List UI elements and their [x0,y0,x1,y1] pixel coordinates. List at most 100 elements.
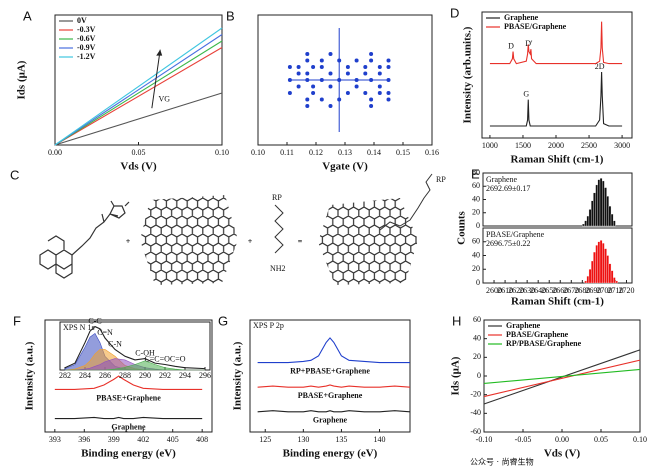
point [305,78,310,82]
x-tick-label: 294 [179,371,191,380]
annotation: Graphene [486,175,518,184]
bar [606,255,609,284]
y-tick-label: 20 [473,352,481,361]
point [386,91,391,95]
plot-title: XPS N 1s [63,323,95,332]
x-tick-label: 0.16 [425,148,439,157]
point [311,65,316,69]
point [386,65,391,69]
rp-label: RP [436,175,446,184]
x-tick-label: 2000 [548,141,564,150]
panel-letter: F [13,313,21,328]
x-tick-label: 402 [137,435,149,444]
y-tick-label: 40 [473,333,481,342]
bar [604,187,607,227]
legend-label: -0.6V [77,34,96,43]
x-tick-label: 408 [196,435,208,444]
y-tick-label: 60 [473,315,481,324]
bar [613,277,616,284]
bar [610,270,614,284]
series-label: Graphene [313,416,348,425]
point [328,52,333,56]
y-axis-label: Intensity (a.u.) [24,341,36,410]
point [354,84,359,89]
point [363,65,368,69]
point [296,65,301,69]
bar [593,192,596,227]
y-tick-label: 80 [472,168,480,177]
bar [586,275,590,284]
panel-letter: G [218,313,228,328]
bar [591,200,594,227]
pyrene-linker [39,200,130,279]
x-axis-label: Raman Shift (cm-1) [511,296,604,308]
point [337,78,342,82]
plus-sign: + [126,237,131,246]
point [377,71,382,76]
y-tick-label: 40 [472,194,480,203]
bar [606,196,609,227]
bar [586,215,590,227]
annotation: PBASE/Graphene [486,230,545,239]
plus-sign: + [248,237,253,246]
y-tick-label: 0 [476,221,480,230]
point [296,71,301,76]
series-line [54,47,223,146]
plot-title: XPS P 2p [253,321,284,330]
x-tick-label: 0.10 [633,435,647,444]
point [319,58,324,63]
x-tick-label: 3000 [614,141,630,150]
y-tick-label: 20 [472,208,480,217]
peak-label: C-OH [135,348,155,357]
series-label: PBASE+Graphene [96,393,161,402]
x-tick-label: 2660 [552,286,568,295]
scheme: C + + RP NH2 = RP [10,167,446,285]
x-tick-label: -0.05 [515,435,532,444]
point [337,97,342,102]
legend-label: 0V [77,16,87,25]
point [305,52,310,56]
series-line [489,21,623,65]
series-line [489,71,623,127]
legend-label: RP/PBASE/Graphene [506,339,582,348]
point [319,78,324,82]
series-line [54,34,223,146]
point [287,78,292,82]
x-tick-label: 2620 [508,286,524,295]
point [377,65,382,69]
point [369,104,374,108]
x-tick-label: 2720 [618,286,634,295]
x-tick-label: 282 [59,371,71,380]
bar [613,220,616,227]
y-axis-label: Counts [456,210,468,244]
x-tick-label: 2680 [574,286,590,295]
product-chain [379,173,433,231]
legend-label: -0.3V [77,25,96,34]
series-line [483,359,641,398]
series-line [257,410,411,413]
bar [595,184,598,227]
point [328,84,333,89]
bar [602,180,605,227]
watermark: 公众号 · 尚睿生物 [470,457,534,467]
x-tick-label: 0.13 [338,148,352,157]
point [354,78,359,82]
y-tick-label: 40 [472,250,480,259]
amine-label: NH2 [270,264,286,273]
bar [602,242,605,284]
annotation: 2696.75±0.22 [486,239,530,248]
bar [597,179,601,227]
x-tick-label: 0.12 [309,148,323,157]
legend-label: Graphene [504,13,539,22]
panel-letter: D [450,5,459,20]
point [377,91,382,95]
x-tick-label: 0.00 [555,435,569,444]
point [369,52,374,56]
bar [593,251,596,284]
x-tick-label: 2640 [530,286,546,295]
peak-label: 2D [595,62,605,71]
point [369,78,374,82]
x-tick-label: 1500 [515,141,531,150]
x-axis-label: Binding energy (eV) [81,448,176,460]
plot-frame [249,319,411,433]
